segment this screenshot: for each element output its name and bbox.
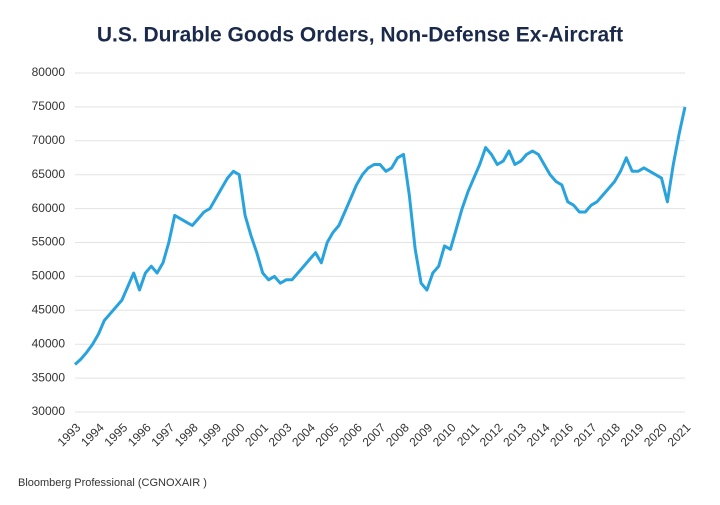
y-tick-label: 45000 bbox=[32, 302, 66, 316]
chart-title: U.S. Durable Goods Orders, Non-Defense E… bbox=[97, 24, 623, 47]
data-line bbox=[73, 106, 687, 366]
y-tick-label: 30000 bbox=[32, 404, 66, 418]
y-tick-label: 70000 bbox=[32, 133, 66, 147]
y-tick-label: 60000 bbox=[32, 201, 66, 215]
y-tick-label: 80000 bbox=[32, 65, 66, 79]
y-tick-label: 75000 bbox=[32, 99, 66, 113]
y-tick-label: 40000 bbox=[32, 336, 66, 350]
y-tick-label: 65000 bbox=[32, 167, 66, 181]
source-note: Bloomberg Professional (CGNOXAIR ) bbox=[18, 477, 207, 489]
y-tick-label: 50000 bbox=[32, 269, 66, 283]
y-tick-label: 35000 bbox=[32, 370, 66, 384]
y-tick-label: 55000 bbox=[32, 235, 66, 249]
